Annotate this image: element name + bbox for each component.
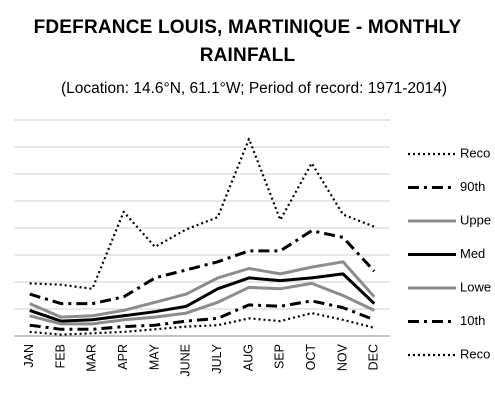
legend-label: Med xyxy=(460,246,485,261)
legend: Reco 90th Uppe Med Lowe 10th Reco xyxy=(408,145,491,361)
series-line-med-3 xyxy=(29,272,376,323)
series-lines xyxy=(29,137,376,336)
x-axis-tick-labels: JAN FEB MAR APR MAY JUNE JULY AUG SEP OCT NOV DEC xyxy=(22,343,381,376)
x-tick-label: NOV xyxy=(335,343,349,371)
x-tick-label: OCT xyxy=(304,344,318,371)
x-tick-label: APR xyxy=(116,344,130,370)
x-tick-label: JAN xyxy=(22,344,36,368)
legend-label: Lowe xyxy=(460,279,491,294)
x-tick-label: MAR xyxy=(85,344,99,372)
chart-title: FDEFRANCE LOUIS, MARTINIQUE - MONTHLY RA… xyxy=(33,17,462,66)
series-line-reco-0 xyxy=(29,137,375,290)
series-line-90th-1 xyxy=(29,229,376,306)
legend-label: Uppe xyxy=(460,212,491,227)
x-tick-label: JUNE xyxy=(179,344,193,377)
legend-label: 90th xyxy=(460,179,485,194)
series-line-uppe-2 xyxy=(29,260,376,319)
series-line-10th-5 xyxy=(29,299,375,331)
x-tick-label: DEC xyxy=(367,344,381,370)
legend-label: Reco xyxy=(460,346,490,361)
legend-label: 10th xyxy=(460,313,485,328)
x-tick-label: SEP xyxy=(273,344,287,369)
series-line-lowe-4 xyxy=(29,281,375,326)
chart-subtitle: (Location: 14.6°N, 61.1°W; Period of rec… xyxy=(60,80,448,97)
x-tick-label: JULY xyxy=(210,343,224,373)
x-tick-label: AUG xyxy=(241,344,255,371)
legend-label: Reco xyxy=(460,145,490,160)
x-tick-label: MAY xyxy=(147,343,161,370)
x-tick-label: FEB xyxy=(53,344,67,368)
grid-lines xyxy=(14,119,390,337)
